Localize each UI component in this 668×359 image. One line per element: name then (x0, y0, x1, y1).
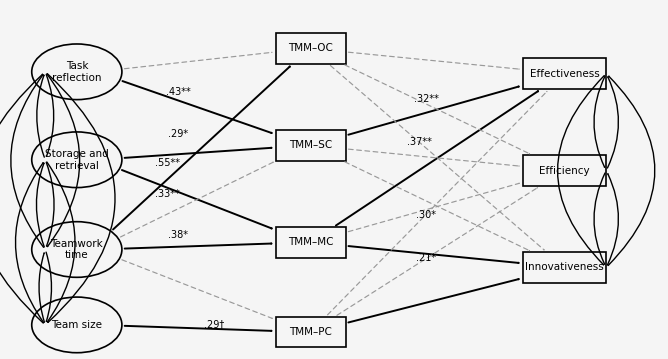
Text: TMM–SC: TMM–SC (289, 140, 332, 150)
Bar (276, 227, 346, 258)
Text: .55**: .55** (154, 158, 180, 168)
Text: .21*: .21* (416, 253, 436, 264)
Text: Innovativeness: Innovativeness (525, 262, 604, 272)
Bar (523, 155, 607, 186)
Text: TMM–MC: TMM–MC (288, 237, 333, 247)
Text: .29*: .29* (168, 129, 188, 139)
Bar (276, 33, 346, 64)
Bar (276, 317, 346, 348)
Text: TMM–PC: TMM–PC (289, 327, 332, 337)
Text: Task
reflection: Task reflection (52, 61, 102, 83)
Text: .32**: .32** (413, 94, 439, 104)
Text: Storage and
retrieval: Storage and retrieval (45, 149, 109, 171)
Text: .30*: .30* (416, 210, 436, 220)
Text: .37**: .37** (407, 137, 432, 147)
Text: Effectiveness: Effectiveness (530, 69, 599, 79)
Text: Teamwork
time: Teamwork time (51, 239, 103, 260)
Text: Efficiency: Efficiency (539, 165, 590, 176)
Text: .38*: .38* (168, 230, 188, 240)
Text: .43**: .43** (166, 87, 191, 97)
Text: .33**: .33** (154, 189, 180, 199)
Text: .29†: .29† (204, 319, 224, 329)
Bar (523, 252, 607, 283)
Text: Team size: Team size (51, 320, 102, 330)
Bar (276, 130, 346, 161)
Bar (523, 58, 607, 89)
Text: TMM–OC: TMM–OC (288, 43, 333, 53)
